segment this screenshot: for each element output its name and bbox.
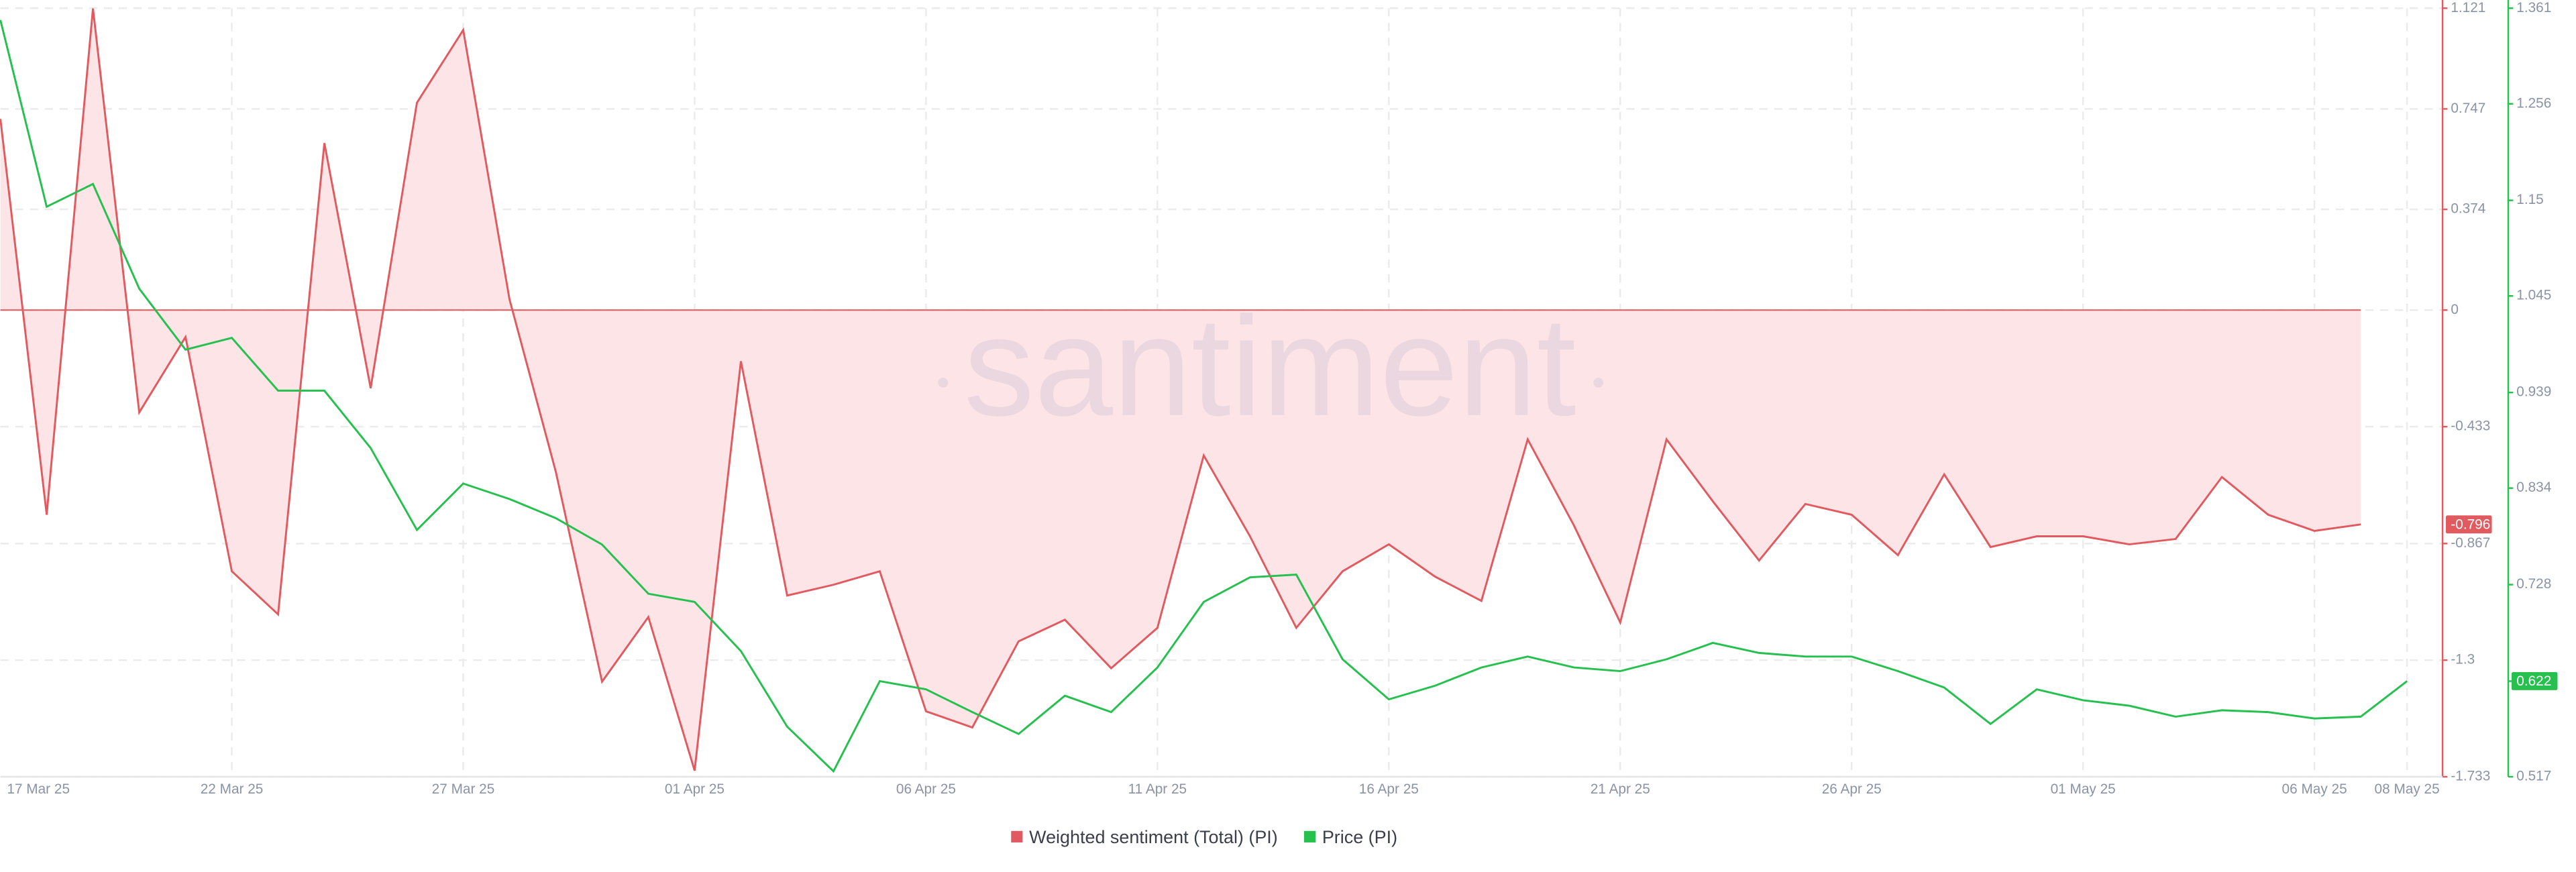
y-tick-label: -0.867 [2451, 535, 2490, 551]
y-tick-label: 0.747 [2451, 101, 2485, 116]
y2-tick-label: 1.256 [2516, 95, 2551, 111]
legend-swatch [1303, 830, 1316, 842]
y2-tick-label: 0.939 [2516, 384, 2551, 400]
series-line [0, 8, 2361, 771]
x-tick-label: 22 Mar 25 [201, 781, 264, 797]
x-tick-label: 06 Apr 25 [896, 781, 956, 797]
sentiment-area [0, 8, 2361, 771]
legend: Weighted sentiment (Total) (PI) Price (PI… [1011, 827, 1397, 847]
last-value-badge [2445, 515, 2492, 534]
legend-label: Weighted sentiment (Total) (PI) [1029, 827, 1278, 847]
legend-swatch [1011, 830, 1023, 842]
watermark-text: santiment [964, 287, 1576, 445]
series-line [0, 19, 2408, 773]
x-tick-label: 01 May 25 [2051, 781, 2116, 797]
y2-tick-label: 0.728 [2516, 576, 2551, 592]
y-tick-label: -1.733 [2451, 769, 2490, 784]
y-tick-label: -1.3 [2451, 652, 2475, 667]
last-value-badge [2511, 671, 2558, 690]
x-tick-label: 26 Apr 25 [1822, 781, 1882, 797]
y-tick-label: 0.374 [2451, 201, 2485, 217]
x-tick-label: 01 Apr 25 [665, 781, 724, 797]
y2-tick-label: 1.15 [2516, 192, 2543, 207]
watermark-dot [1593, 378, 1604, 388]
x-tick-label: 17 Mar 25 [7, 781, 70, 797]
watermark-dot [938, 378, 949, 388]
x-tick-label: 21 Apr 25 [1591, 781, 1650, 797]
y-tick-label: 1.121 [2451, 0, 2485, 15]
x-tick-label: 27 Mar 25 [432, 781, 495, 797]
legend-label: Price (PI) [1322, 827, 1397, 847]
y-tick-label: -0.433 [2451, 419, 2490, 434]
y-tick-label: 0 [2451, 302, 2459, 317]
watermark: santiment [938, 287, 1604, 445]
y2-tick-label: 1.045 [2516, 288, 2551, 303]
y2-tick-label: 0.834 [2516, 480, 2551, 495]
x-tick-label: 06 May 25 [2282, 781, 2347, 797]
last-value-label: -0.796 [2451, 517, 2490, 533]
y2-tick-label: 0.517 [2516, 769, 2551, 784]
x-tick-label: 08 May 25 [2375, 781, 2440, 797]
x-tick-label: 16 Apr 25 [1359, 781, 1419, 797]
x-tick-label: 11 Apr 25 [1128, 781, 1187, 797]
last-value-label: 0.622 [2516, 673, 2551, 689]
y2-tick-label: 1.361 [2516, 0, 2551, 15]
